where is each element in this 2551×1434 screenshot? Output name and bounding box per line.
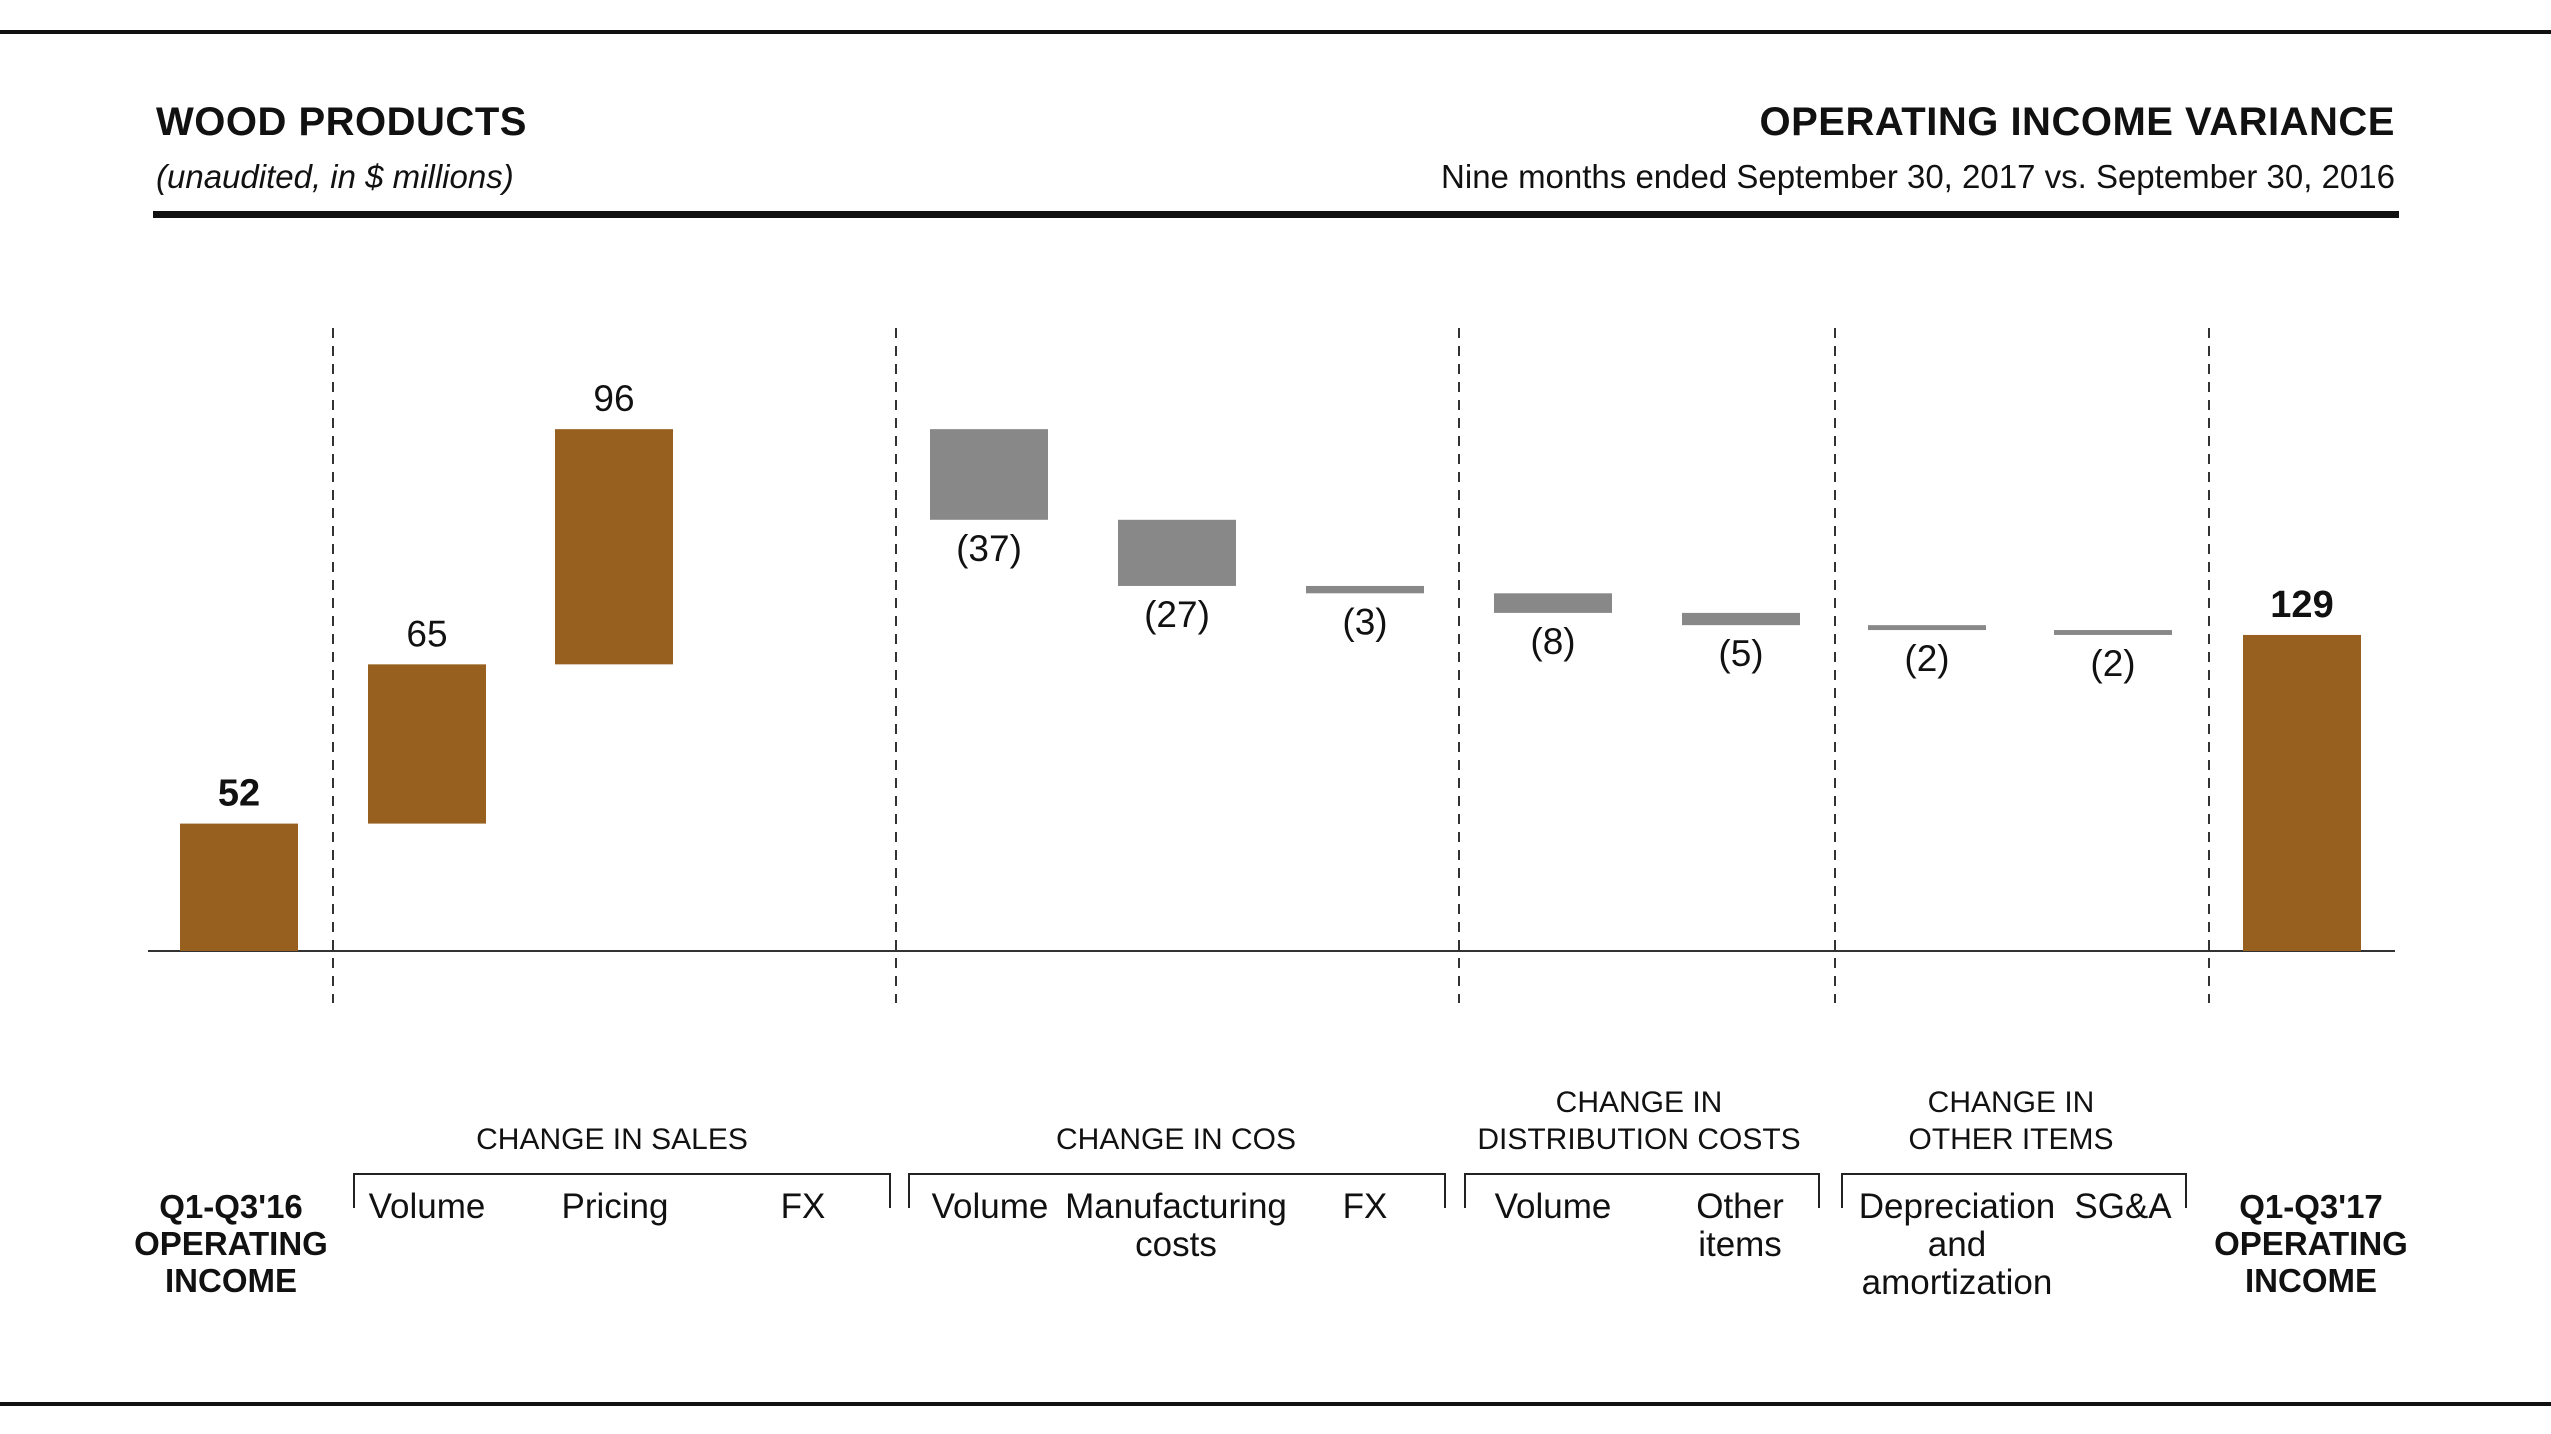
bracket-sales <box>353 1173 891 1208</box>
category-label-line: Volume <box>368 1187 486 1226</box>
category-label-sales-pricing: Pricing <box>495 1188 735 1226</box>
data-label-4: (37) <box>956 528 1022 569</box>
bracket-other <box>1841 1173 2187 1208</box>
start-label-line-1: Q1-Q3'16 <box>159 1188 303 1225</box>
category-label-line: Volume <box>931 1187 1049 1226</box>
category-label-other-sga: SG&A <box>2003 1188 2243 1226</box>
category-label-cos-manufacturing: Manufacturing costs <box>1056 1188 1296 1264</box>
bracket-cos <box>908 1173 1446 1208</box>
data-label-11: 129 <box>2270 584 2333 626</box>
end-label-line-2: OPERATING <box>2214 1225 2408 1262</box>
bottom-rule <box>0 1402 2551 1406</box>
group-label-other-line-2: OTHER ITEMS <box>1908 1123 2114 1156</box>
category-label-cos-volume: Volume <box>870 1188 1110 1226</box>
end-label-line-1: Q1-Q3'17 <box>2239 1188 2383 1225</box>
group-label-cos: CHANGE IN COS <box>976 1121 1376 1158</box>
bar-6 <box>1306 585 1424 594</box>
category-label-line: FX <box>1342 1187 1388 1226</box>
category-label-line: costs <box>1135 1225 1217 1264</box>
category-label-line: amortization <box>1861 1263 2053 1302</box>
group-label-other-line-1: CHANGE IN <box>1927 1086 2095 1119</box>
end-label-line-3: INCOME <box>2245 1262 2377 1299</box>
bar-10 <box>2054 630 2172 635</box>
category-label-cos-fx: FX <box>1245 1188 1485 1226</box>
category-label-line: items <box>1698 1225 1782 1264</box>
category-label-sales-volume: Volume <box>307 1188 547 1226</box>
start-label-line-3: INCOME <box>165 1262 297 1299</box>
category-label-line: Volume <box>1494 1187 1612 1226</box>
group-label-sales: CHANGE IN SALES <box>412 1121 812 1158</box>
data-label-3: 96 <box>593 378 634 419</box>
data-label-6: (3) <box>1342 601 1387 642</box>
chart-subtitle-right: Nine months ended September 30, 2017 vs.… <box>1441 158 2395 195</box>
chart-title-left: WOOD PRODUCTS <box>156 100 527 144</box>
group-label-distribution: CHANGE IN DISTRIBUTION COSTS <box>1439 1084 1839 1158</box>
category-label-line: Pricing <box>561 1187 669 1226</box>
start-label-line-2: OPERATING <box>134 1225 328 1262</box>
category-label-line: Other <box>1696 1187 1784 1226</box>
data-label-1: 52 <box>218 773 260 815</box>
category-label-line: FX <box>780 1187 826 1226</box>
group-label-cos-line: CHANGE IN COS <box>1055 1123 1297 1156</box>
bar-11 <box>2243 634 2361 951</box>
bar-3 <box>555 429 673 665</box>
chart-title-right: OPERATING INCOME VARIANCE <box>1759 100 2395 144</box>
data-label-8: (5) <box>1718 633 1763 674</box>
bracket-distribution <box>1464 1173 1820 1208</box>
header-rule <box>153 211 2399 218</box>
chart-subtitle-left: (unaudited, in $ millions) <box>156 158 514 195</box>
bar-8 <box>1682 612 1800 626</box>
bar-9 <box>1868 625 1986 631</box>
bar-7 <box>1494 593 1612 613</box>
data-label-7: (8) <box>1530 621 1575 662</box>
bar-5 <box>1118 519 1236 586</box>
group-label-other: CHANGE IN OTHER ITEMS <box>1811 1084 2211 1158</box>
data-label-5: (27) <box>1144 594 1210 635</box>
bar-4 <box>930 429 1048 520</box>
category-label-line: and <box>1927 1225 1987 1264</box>
category-label-line: Manufacturing <box>1065 1187 1287 1226</box>
data-label-10: (2) <box>2090 643 2135 684</box>
bar-1 <box>180 823 298 951</box>
category-label-other-depreciation: Depreciation and amortization <box>1837 1188 2077 1302</box>
top-rule <box>0 30 2551 34</box>
start-total-label: Q1-Q3'16 OPERATING INCOME <box>111 1188 351 1299</box>
data-label-2: 65 <box>406 613 447 654</box>
data-label-9: (2) <box>1904 638 1949 679</box>
group-label-dist-line-2: DISTRIBUTION COSTS <box>1477 1123 1801 1156</box>
category-label-line: SG&A <box>2074 1187 2172 1226</box>
category-label-sales-fx: FX <box>683 1188 923 1226</box>
category-label-dist-volume: Volume <box>1433 1188 1673 1226</box>
category-label-dist-other: Other items <box>1620 1188 1860 1264</box>
group-label-sales-line: CHANGE IN SALES <box>476 1123 748 1156</box>
end-total-label: Q1-Q3'17 OPERATING INCOME <box>2191 1188 2431 1299</box>
bar-2 <box>368 664 486 824</box>
group-label-dist-line-1: CHANGE IN <box>1555 1086 1723 1119</box>
category-label-line: Depreciation <box>1858 1187 2056 1226</box>
